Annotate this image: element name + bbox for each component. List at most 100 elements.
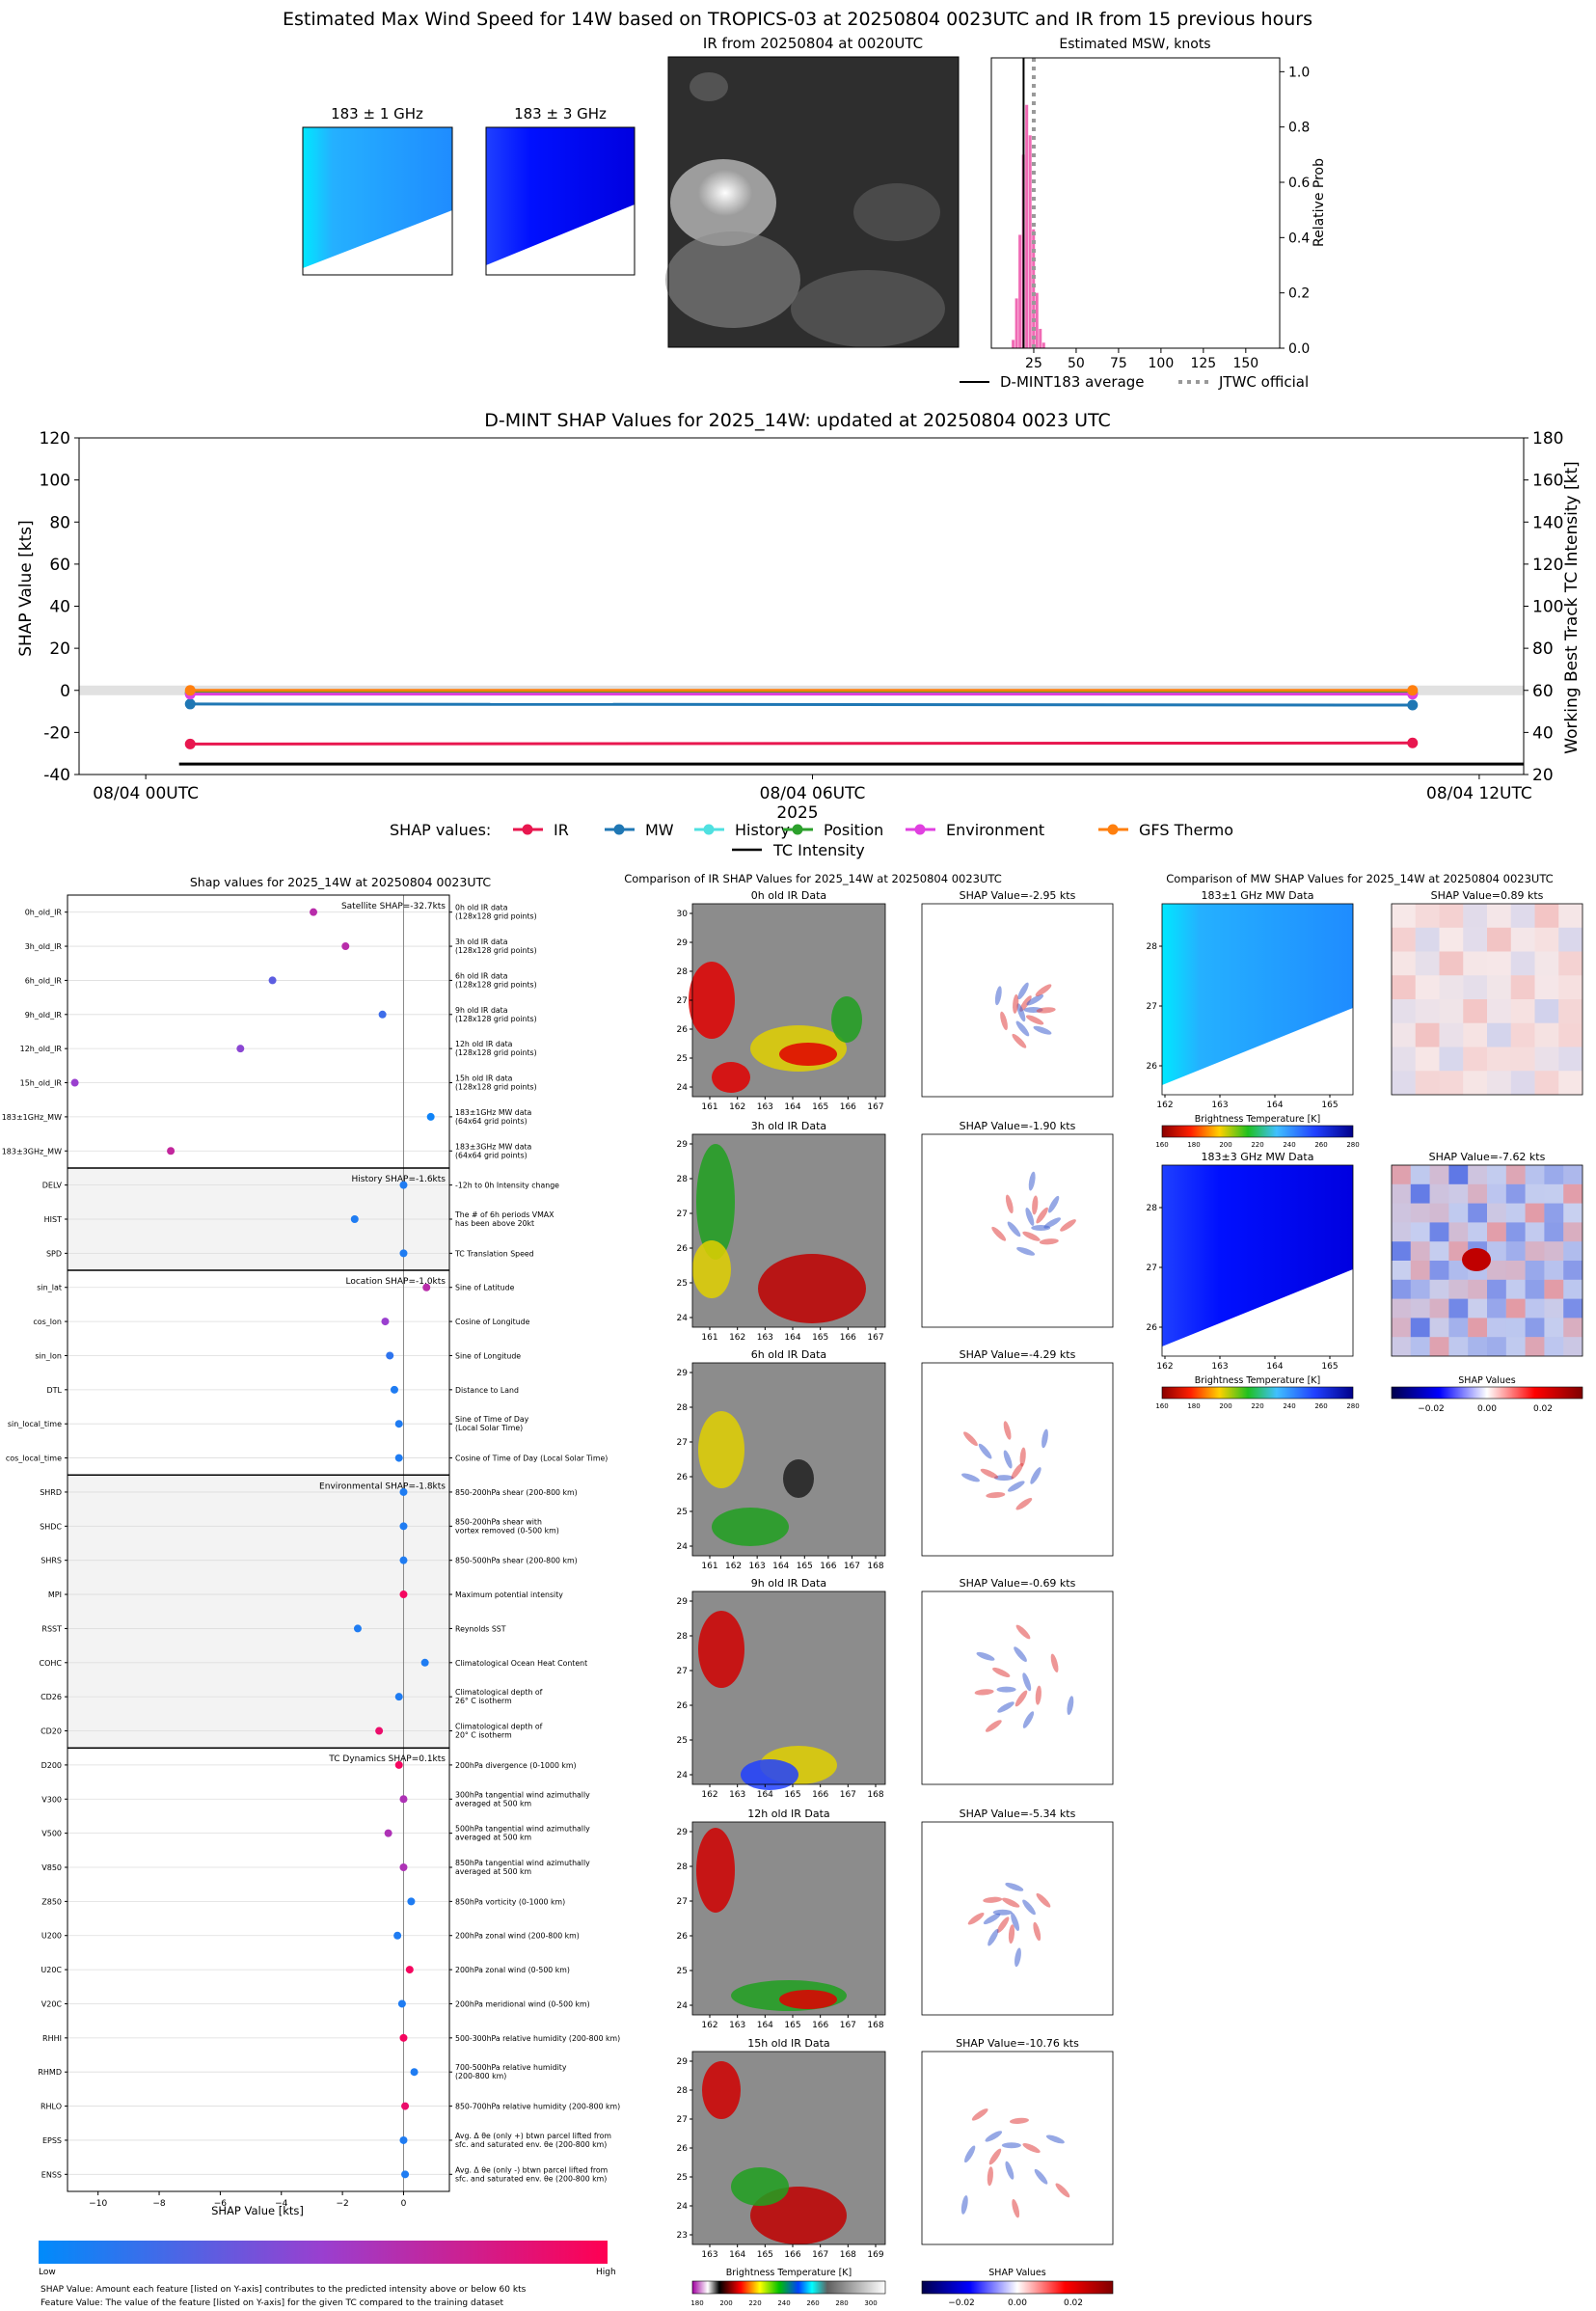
ir-shap-streak [1060, 1219, 1076, 1232]
feature-point [399, 2135, 408, 2144]
group-label: Location SHAP=-1.0kts [345, 1277, 446, 1287]
ir-panel-frame [691, 1362, 886, 1557]
mw-shap-cell [1505, 1318, 1526, 1338]
mw-shap-cell [1463, 1047, 1487, 1072]
feature-description: 200hPa zonal wind (200-800 km) [455, 1932, 580, 1941]
mw-shap-cell [1392, 1298, 1411, 1319]
ir-shap-streak [1034, 2168, 1048, 2185]
hist-bar [1039, 328, 1042, 348]
ts-ytick-right-label: 120 [1532, 556, 1563, 575]
ir-cloud-blob [731, 2167, 789, 2206]
mw-shap-cell [1448, 1165, 1469, 1184]
mw-shap-cell [1563, 1183, 1582, 1204]
ir-shap-streak [1022, 1231, 1041, 1241]
feature-point [375, 1726, 384, 1735]
ir-shap-streak [1014, 1646, 1027, 1663]
feature-description: averaged at 500 km [455, 1867, 531, 1876]
feature-description: Avg. Δ θe (only -) btwn parcel lifted fr… [455, 2165, 608, 2174]
mw-shap-frame [1391, 1164, 1583, 1357]
hist-bar [1025, 104, 1029, 348]
hist-ytick-label: 0.8 [1288, 121, 1310, 136]
mw-shap-cell [1563, 1337, 1582, 1356]
feature-point [350, 1215, 359, 1223]
feature-label: 183±1GHz_MW [2, 1113, 62, 1122]
ir-xtick-label: 164 [784, 1333, 800, 1343]
ir-xtick-label: 161 [701, 1562, 717, 1571]
feature-label: SHRS [41, 1557, 62, 1565]
ir-cloud-blob [692, 1240, 731, 1298]
hist-xtick-label: 25 [1025, 356, 1042, 371]
mw-ytick-label: 26 [1147, 1323, 1158, 1333]
ir-xtick-label: 162 [701, 2021, 717, 2030]
ir-panel-title: 6h old IR Data [751, 1348, 826, 1361]
mw-shap-cell [1410, 1241, 1430, 1261]
ts-legend-label: MW [645, 821, 674, 839]
shap-xtick-label: 0 [401, 2199, 407, 2209]
mw-xtick-label: 162 [1156, 1101, 1173, 1110]
mw-shap-cell [1429, 1279, 1449, 1299]
irc-cbar-tick: 180 [690, 2299, 703, 2307]
ir-xtick-label: 163 [749, 1562, 766, 1571]
ts-legend-intensity: TC Intensity [772, 841, 865, 859]
suptitle: Estimated Max Wind Speed for 14W based o… [283, 9, 1312, 30]
ir-shap-streak [987, 2166, 993, 2187]
ir-shap-streak [1055, 2183, 1070, 2198]
mw-shap-cell [1429, 1318, 1449, 1338]
mw-shap-cell [1487, 1298, 1506, 1319]
ir-xtick-label: 168 [867, 2021, 883, 2030]
group-label: History SHAP=-1.6kts [352, 1175, 446, 1184]
mw-cbar-tick: 180 [1187, 1402, 1200, 1410]
ir-shap-streak [963, 1431, 978, 1447]
ir-xtick-label: 167 [840, 2021, 856, 2030]
ir-panel-title: 3h old IR Data [751, 1120, 826, 1132]
mw-shap-cell [1429, 1183, 1449, 1204]
ir-shap-streak [978, 1443, 992, 1459]
feature-description: Reynolds SST [455, 1624, 506, 1633]
mw-shap-cell [1505, 1298, 1526, 1319]
mw-xtick-label: 162 [1156, 1362, 1173, 1372]
ir-shap-streak [1001, 2142, 1021, 2149]
mw-shap-cell [1506, 1280, 1526, 1299]
ir-shap-frame [921, 903, 1114, 1098]
feature-description: 500hPa tangential wind azimuthally [455, 1825, 590, 1834]
ir-xtick-label: 163 [757, 1102, 773, 1112]
mw-shap-cell [1534, 1022, 1559, 1047]
ir-xtick-label: 165 [784, 2021, 800, 2030]
hist-ytick-label: 0.0 [1288, 341, 1310, 357]
mw-shap-cell [1392, 999, 1416, 1023]
mw-cbar-tick: 260 [1314, 1141, 1327, 1149]
feature-point [397, 1999, 406, 2008]
ir-ytick-label: 26 [677, 1025, 689, 1035]
ir-shap-streak [960, 2195, 968, 2215]
ir-comparison: Comparison of IR SHAP Values for 2025_14… [624, 872, 1114, 2308]
mw-cbar-tick: 240 [1283, 1141, 1295, 1149]
ir-ytick-label: 29 [677, 2057, 689, 2067]
mw-shap-cell [1487, 1318, 1506, 1338]
ir-shap-streak [985, 1720, 1002, 1732]
ir-shap-map [922, 1591, 1113, 1784]
feature-point [167, 1147, 176, 1156]
irc-cbar-tick: 220 [748, 2299, 761, 2307]
mw-shap-cell [1558, 904, 1582, 928]
ir-xtick-label: 165 [797, 1562, 813, 1571]
mw-shap-cell [1505, 1222, 1526, 1242]
feature-point [394, 1693, 403, 1701]
feature-point [399, 2033, 408, 2042]
mw-shap-cell [1563, 1279, 1582, 1299]
mw-shap-cell [1487, 999, 1511, 1023]
feature-point [410, 2068, 419, 2077]
mw-shap-cell [1463, 975, 1487, 999]
mw-shap-cell [1487, 1203, 1506, 1223]
mw-shap-cell [1558, 975, 1582, 999]
ir-shap-streak [1003, 1421, 1012, 1440]
feature-description: averaged at 500 km [455, 1834, 531, 1842]
mw-shap-cell [1410, 1165, 1430, 1184]
shap-title: Shap values for 2025_14W at 20250804 002… [190, 875, 492, 889]
mw-shap-cell [1535, 975, 1559, 999]
mw-shap-cell [1416, 975, 1440, 999]
feature-label: V300 [41, 1795, 62, 1804]
feature-description: 183±3GHz MW data [455, 1142, 532, 1151]
feature-label: 9h_old_IR [25, 1011, 63, 1020]
mw-shap-cell [1487, 975, 1511, 999]
mw-cbar-tick: 280 [1346, 1141, 1359, 1149]
